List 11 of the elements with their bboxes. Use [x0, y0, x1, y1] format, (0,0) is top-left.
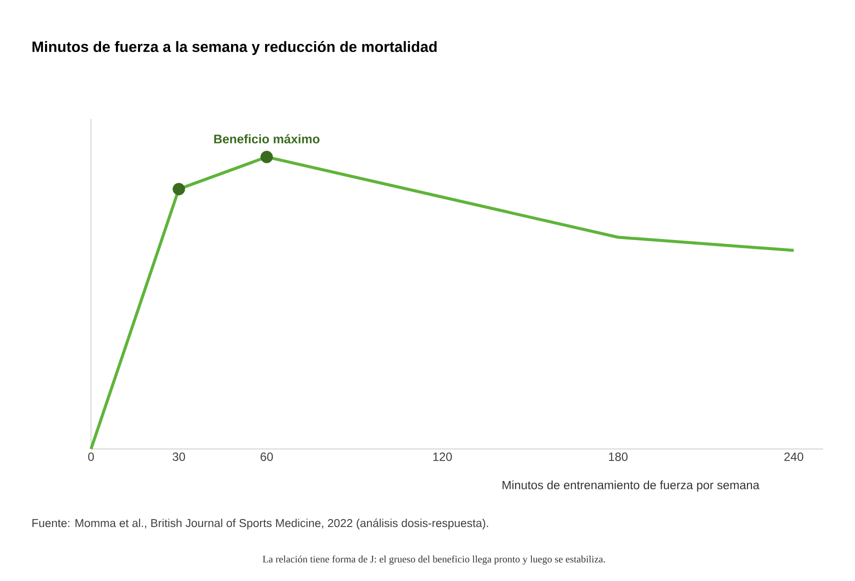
x-tick-label: 0 — [88, 452, 94, 461]
x-tick-label: 120 — [433, 452, 452, 461]
x-tick-label: 60 — [260, 452, 273, 461]
source-note: Fuente: Momma et al., British Journal of Sports Medicine, 2022 (análisis dosis-respuesta). — [32, 518, 488, 530]
chart-title: Minutos de fuerza a la semana y reducción de mortalidad — [32, 40, 437, 56]
x-tick-label: 30 — [172, 452, 186, 461]
x-tick-label: 180 — [608, 452, 628, 461]
x-axis-title: Minutos de entrenamiento de fuerza por semana — [502, 480, 760, 492]
annotation: Beneficio máximo — [214, 134, 320, 144]
text: La relación tiene forma de J: el grueso del beneficio llega pronto y luego se estabiliza. — [262, 555, 605, 565]
x-tick-label: 240 — [784, 452, 804, 461]
